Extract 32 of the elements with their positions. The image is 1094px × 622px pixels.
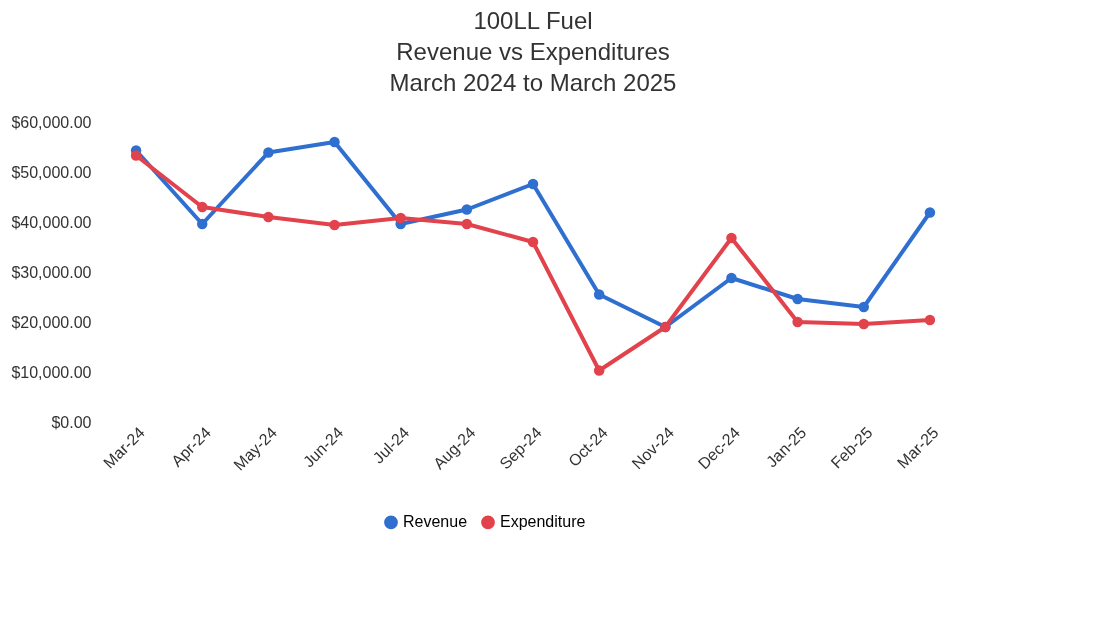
point bbox=[527, 236, 539, 248]
point bbox=[792, 293, 803, 305]
point bbox=[461, 204, 473, 215]
point bbox=[924, 207, 936, 218]
point bbox=[726, 272, 737, 284]
point bbox=[395, 212, 406, 224]
y-tick-label: $10,000.00 bbox=[11, 363, 92, 381]
y-tick-label: $30,000.00 bbox=[11, 263, 92, 281]
chart-title: 100LL Fuel Revenue vs Expenditures March 2024 to March 2025 bbox=[389, 7, 677, 96]
point bbox=[593, 365, 605, 376]
point bbox=[196, 201, 208, 213]
point bbox=[527, 178, 539, 190]
legend-label: Revenue bbox=[403, 513, 468, 531]
y-tick-label: $20,000.00 bbox=[11, 313, 92, 331]
y-tick-label: $0.00 bbox=[51, 413, 92, 431]
point bbox=[196, 218, 208, 230]
point bbox=[263, 147, 274, 158]
legend-label: Expenditure bbox=[500, 513, 586, 531]
point bbox=[858, 318, 870, 330]
point bbox=[263, 211, 274, 223]
point bbox=[130, 150, 142, 161]
y-tick-label: $60,000.00 bbox=[11, 113, 92, 131]
point bbox=[329, 136, 340, 148]
point bbox=[924, 314, 936, 326]
y-tick-label: $50,000.00 bbox=[11, 163, 92, 181]
point bbox=[858, 301, 870, 313]
point bbox=[726, 232, 737, 244]
y-tick-label: $40,000.00 bbox=[11, 213, 92, 231]
point bbox=[329, 219, 340, 231]
point bbox=[792, 316, 803, 328]
point bbox=[461, 218, 473, 230]
point bbox=[593, 289, 605, 300]
